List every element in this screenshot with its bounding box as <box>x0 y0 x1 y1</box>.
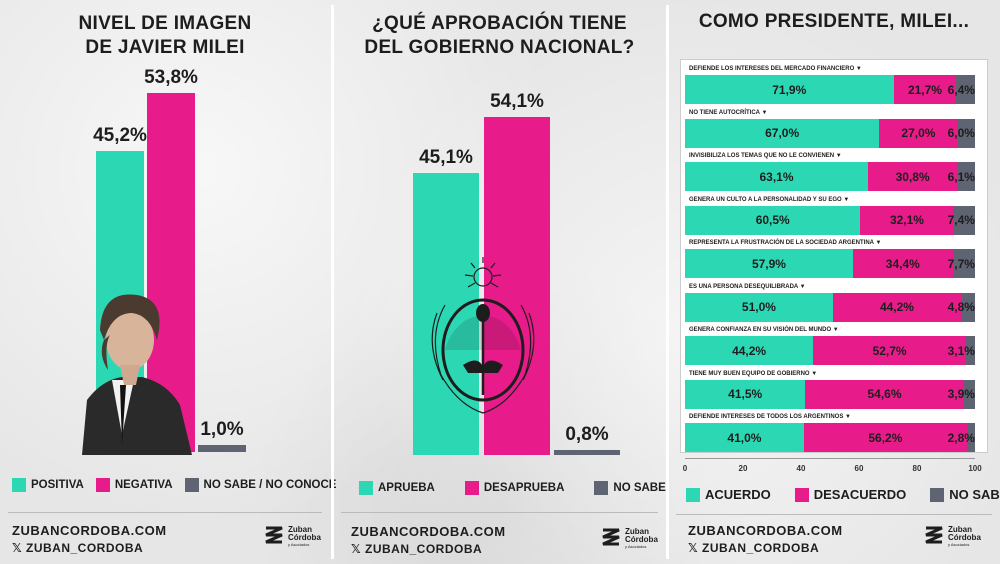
chart1-legend: POSITIVA NEGATIVA NO SABE / NO CONOCE <box>12 478 336 492</box>
footer-divider <box>676 514 992 515</box>
row-label-8: DEFIENDE INTERESES DE TODOS LOS ARGENTIN… <box>689 414 851 420</box>
bar-0 <box>413 173 479 455</box>
bar-2 <box>554 450 620 455</box>
row-2-segment-2: 6,1% <box>948 162 975 191</box>
row-7-segment-1: 54,6% <box>805 379 964 409</box>
row-6-segment-1: 52,7% <box>813 336 966 365</box>
chart3-title: COMO PRESIDENTE, MILEI... <box>698 11 970 32</box>
row-0-segment-1: 21,7% <box>893 75 957 104</box>
row-label-3: GENERA UN CULTO A LA PERSONALIDAD Y SU E… <box>689 196 850 203</box>
x-tick-40: 40 <box>796 463 806 473</box>
x-tick-80: 80 <box>912 463 922 473</box>
row-7-segment-2: 3,9% <box>948 379 975 409</box>
legend-no-sabe: NO SABE / NO CONOCE <box>184 478 336 492</box>
x-tick-100: 100 <box>968 463 982 473</box>
footer-handle[interactable]: 𝕏 ZUBAN_CORDOBA <box>351 542 483 556</box>
row-label-6: GENERA CONFIANZA EN SU VISIÓN DEL MUNDO … <box>689 327 839 333</box>
footer-site[interactable]: ZUBANCORDOBA.COM <box>12 523 167 538</box>
legend-desaprueba: DESAPRUEBA <box>464 481 564 495</box>
panel-divider <box>666 5 669 559</box>
footer-site[interactable]: ZUBANCORDOBA.COM <box>351 524 506 539</box>
chart3-frame: DEFIENDE LOS INTERESES DEL MERCADO FINAN… <box>680 59 988 473</box>
row-0-segment-0: 71,9% <box>685 75 894 104</box>
panel-image-milei: NIVEL DE IMAGEN DE JAVIER MILEI 45,2% 53,… <box>0 0 336 564</box>
chart1-title-line2: DE JAVIER MILEI <box>85 37 245 58</box>
bar-2 <box>198 445 246 452</box>
row-label-0: DEFIENDE LOS INTERESES DEL MERCADO FINAN… <box>689 66 862 72</box>
legend-aprueba: APRUEBA <box>359 481 435 495</box>
zuban-logo-icon <box>265 526 283 544</box>
row-2-segment-1: 30,8% <box>867 162 958 191</box>
panel-divider <box>331 5 334 559</box>
zuban-logo: Zuban Córdoba y Asociados <box>264 525 321 547</box>
footer-divider <box>8 512 322 513</box>
row-1-segment-2: 6,0% <box>948 118 975 148</box>
x-axis-line <box>685 457 975 459</box>
legend-positiva: POSITIVA <box>12 478 84 492</box>
row-label-1: NO TIENE AUTOCRÍTICA ▼ <box>689 109 768 116</box>
x-tick-0: 0 <box>682 463 688 473</box>
row-label-2: INVISIBILIZA LOS TEMAS QUE NO LE CONVIEN… <box>689 153 842 159</box>
row-4-segment-2: 7,7% <box>948 249 975 278</box>
bar-value-label-1: 54,1% <box>490 90 544 112</box>
row-8-segment-2: 2,8% <box>948 423 975 452</box>
chart2-title-line1: ¿QUÉ APROBACIÓN TIENE <box>372 13 627 34</box>
row-5-segment-2: 4,8% <box>948 292 975 322</box>
footer-handle[interactable]: 𝕏 ZUBAN_CORDOBA <box>12 541 144 555</box>
row-8-segment-0: 41,0% <box>685 423 804 452</box>
bar-value-label-2: 1,0% <box>200 419 244 441</box>
footer-handle[interactable]: 𝕏 ZUBAN_CORDOBA <box>688 541 820 555</box>
bar-value-label-0: 45,2% <box>93 124 147 146</box>
row-0-segment-2: 6,4% <box>948 75 975 104</box>
zuban-logo: Zuban Córdoba y Asociados <box>924 525 981 547</box>
row-3-segment-1: 32,1% <box>860 205 954 235</box>
legend-acuerdo: ACUERDO <box>686 487 771 502</box>
row-3-segment-0: 60,5% <box>685 205 861 235</box>
row-4-segment-0: 57,9% <box>685 249 853 278</box>
zuban-logo: Zuban Córdoba y Asociados <box>601 527 658 549</box>
chart2-legend: APRUEBA DESAPRUEBA NO SABE <box>359 481 666 495</box>
bar-value-label-2: 0,8% <box>565 424 609 445</box>
row-5-segment-0: 51,0% <box>685 292 833 322</box>
chart3-legend: ACUERDO DESACUERDO NO SABE <box>686 487 1000 502</box>
row-2-segment-0: 63,1% <box>685 162 868 191</box>
zuban-logo-icon <box>925 526 943 544</box>
bar-value-label-0: 45,1% <box>419 147 473 169</box>
row-7-segment-0: 41,5% <box>685 379 806 409</box>
footer-site[interactable]: ZUBANCORDOBA.COM <box>688 523 843 538</box>
legend-no-sabe: NO SABE <box>594 481 666 495</box>
row-5-segment-1: 44,2% <box>832 292 962 322</box>
row-label-4: REPRESENTA LA FRUSTRACIÓN DE LA SOCIEDAD… <box>689 240 882 246</box>
row-1-segment-1: 27,0% <box>879 118 958 148</box>
panel-como-presidente: COMO PRESIDENTE, MILEI... DEFIENDE LOS I… <box>668 0 1000 564</box>
row-3-segment-2: 7,4% <box>948 205 975 235</box>
row-6-segment-0: 44,2% <box>685 336 814 365</box>
panel-aprobacion-gobierno: ¿QUÉ APROBACIÓN TIENE DEL GOBIERNO NACIO… <box>333 0 666 564</box>
x-tick-20: 20 <box>738 463 748 473</box>
row-4-segment-1: 34,4% <box>852 249 953 278</box>
row-label-7: TIENE MUY BUEN EQUIPO DE GOBIERNO ▼ <box>689 370 818 377</box>
footer-divider <box>341 512 658 513</box>
legend-negativa: NEGATIVA <box>95 478 173 492</box>
x-tick-60: 60 <box>854 463 864 473</box>
bar-value-label-1: 53,8% <box>144 67 198 89</box>
legend-desacuerdo: DESACUERDO <box>794 487 906 502</box>
row-label-5: ES UNA PERSONA DESEQUILIBRADA ▼ <box>689 283 806 290</box>
row-1-segment-0: 67,0% <box>685 118 880 148</box>
chart1-title-line1: NIVEL DE IMAGEN <box>78 13 252 34</box>
milei-portrait-illustration <box>82 294 192 455</box>
zuban-logo-icon <box>602 528 620 546</box>
chart2-title-line2: DEL GOBIERNO NACIONAL? <box>364 37 635 58</box>
escudo-nacional-icon <box>431 257 535 414</box>
legend-no-sabe: NO SABE <box>930 487 1000 502</box>
row-6-segment-2: 3,1% <box>948 336 975 365</box>
row-8-segment-1: 56,2% <box>803 423 967 452</box>
